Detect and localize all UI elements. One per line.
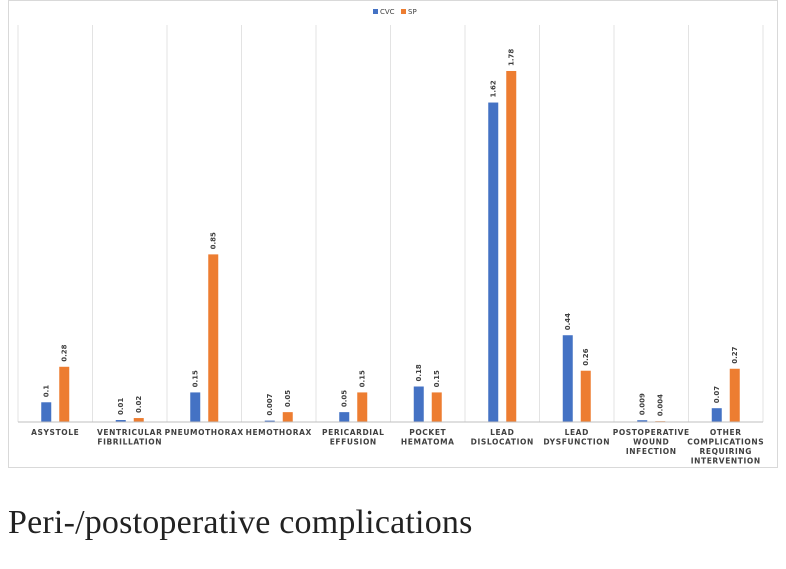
- tick-label-line: VENTRICULAR: [97, 428, 162, 437]
- legend-label-sp: SP: [408, 8, 417, 16]
- tick-label-line: LEAD: [565, 428, 589, 437]
- category-tick-label: LEAD DISLOCATION: [471, 428, 534, 447]
- bar-cvc: [339, 412, 350, 422]
- data-label: 0.15: [192, 370, 200, 387]
- category-tick-label: HEMOTHORAX: [246, 428, 312, 437]
- data-label: 0.1: [43, 385, 51, 398]
- tick-label-line: REQUIRING: [699, 447, 752, 456]
- bar-sp: [357, 392, 368, 422]
- tick-label-line: HEMOTHORAX: [246, 428, 312, 437]
- bar-sp: [133, 418, 144, 422]
- data-label: 0.44: [564, 313, 572, 330]
- bar-cvc: [562, 335, 573, 422]
- tick-label-line: WOUND: [633, 438, 669, 447]
- tick-label-line: ASYSTOLE: [31, 428, 79, 437]
- tick-label-line: PERICARDIAL: [322, 428, 384, 437]
- data-label: 0.01: [117, 398, 125, 415]
- data-label: 0.02: [135, 396, 143, 413]
- category-tick-label: POCKET HEMATOMA: [401, 428, 455, 447]
- tick-label-line: OTHER: [710, 428, 742, 437]
- bar-cvc: [488, 102, 499, 422]
- legend-label-cvc: CVC: [380, 8, 395, 16]
- data-label: 0.27: [731, 346, 739, 363]
- data-label: 0.07: [713, 386, 721, 403]
- tick-label-line: PNEUMOTHORAX: [165, 428, 244, 437]
- legend: CVC SP: [373, 8, 417, 16]
- bar-sp: [580, 370, 591, 422]
- tick-label-line: FIBRILLATION: [97, 438, 162, 447]
- data-label: 0.007: [266, 393, 274, 415]
- bars: [41, 70, 740, 422]
- tick-label-line: INTERVENTION: [691, 457, 761, 466]
- data-label: 0.15: [359, 370, 367, 387]
- legend-swatch-cvc: [373, 9, 378, 14]
- data-label: 0.009: [639, 393, 647, 415]
- data-label: 0.15: [433, 370, 441, 387]
- data-label: 1.62: [490, 80, 498, 97]
- bar-sp: [506, 70, 517, 422]
- data-label: 0.004: [657, 394, 665, 416]
- data-labels: 0.1 0.01 0.15 0.007 0.05 0.18 1.62 0.44 0.009 0.0…: [43, 49, 740, 417]
- data-label: 0.05: [341, 390, 349, 407]
- data-label: 0.26: [582, 348, 590, 365]
- bar-sp: [729, 368, 740, 422]
- bar-chart: CVC SP 0.10.010.150.007 0.050.181.620.440.…: [17, 8, 764, 466]
- bar-cvc: [711, 408, 722, 422]
- bar-sp: [59, 366, 70, 422]
- data-label: 0.28: [61, 344, 69, 361]
- figure-caption: Peri-/postoperative complications: [8, 504, 473, 541]
- category-tick-label: POSTOPERATIVE WOUND INFECTION: [613, 428, 690, 456]
- category-tick-label: PERICARDIAL EFFUSION: [322, 428, 384, 447]
- bar-cvc: [637, 420, 648, 422]
- bar-cvc: [190, 392, 201, 422]
- legend-swatch-sp: [401, 9, 406, 14]
- bar-cvc: [41, 402, 52, 422]
- tick-label-line: COMPLICATIONS: [687, 438, 764, 447]
- category-gridlines: [17, 25, 764, 422]
- chart-frame: CVC SP 0.1 0.01 0.15 0.007 0.05 0.18 1.62 0.44 0.…: [8, 0, 778, 468]
- category-tick-label: PNEUMOTHORAX: [165, 428, 244, 437]
- category-tick-label: ASYSTOLE: [31, 428, 79, 437]
- category-tick-label: OTHER COMPLICATIONS REQUIRING INTERVENTION: [687, 428, 764, 466]
- bar-cvc: [264, 420, 275, 422]
- tick-label-line: DISLOCATION: [471, 438, 534, 447]
- data-label: 0.05: [284, 390, 292, 407]
- bar-sp: [431, 392, 442, 422]
- data-label: 0.18: [415, 364, 423, 381]
- tick-label-line: HEMATOMA: [401, 438, 455, 447]
- category-tick-label: VENTRICULAR FIBRILLATION: [97, 428, 162, 447]
- category-tick-labels: ASYSTOLE VENTRICULAR FIBRILLATIONPNEUMOTHO…: [31, 428, 764, 466]
- tick-label-line: DYSFUNCTION: [543, 438, 610, 447]
- bar-sp: [208, 254, 219, 422]
- tick-label-line: EFFUSION: [330, 438, 377, 447]
- category-tick-label: LEAD DYSFUNCTION: [543, 428, 610, 447]
- tick-label-line: INFECTION: [626, 447, 677, 456]
- tick-label-line: POSTOPERATIVE: [613, 428, 690, 437]
- bar-cvc: [115, 420, 126, 422]
- data-label: 1.78: [508, 49, 516, 66]
- tick-label-line: POCKET: [409, 428, 446, 437]
- bar-sp: [282, 412, 293, 422]
- data-label: 0.85: [210, 232, 218, 249]
- tick-label-line: LEAD: [490, 428, 514, 437]
- bar-cvc: [413, 386, 424, 422]
